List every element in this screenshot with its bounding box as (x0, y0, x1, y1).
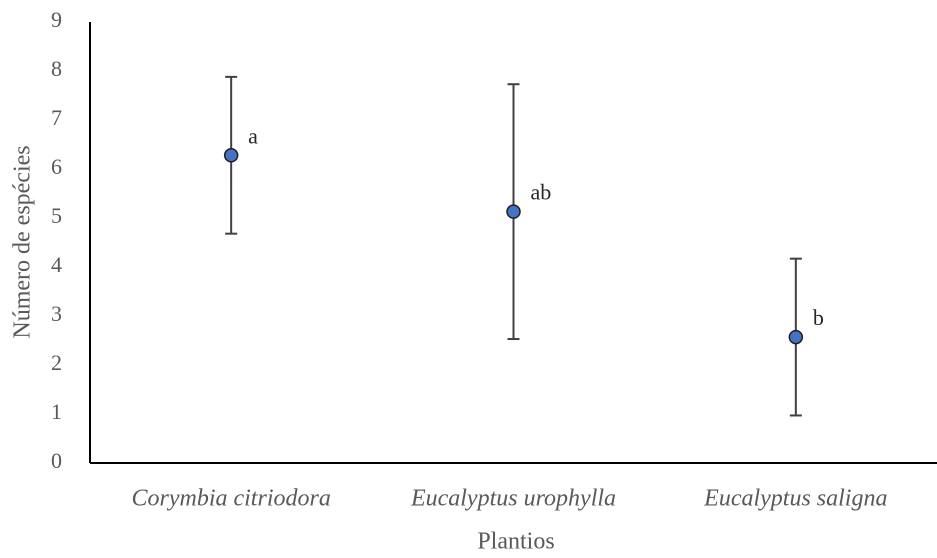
y-tick-label: 6 (51, 154, 62, 179)
y-tick-label: 4 (51, 252, 62, 277)
x-tick-label: Eucalyptus urophylla (410, 486, 616, 512)
y-tick-label: 0 (51, 448, 62, 473)
annotation: ab (531, 180, 552, 205)
marker (506, 204, 521, 219)
marker (223, 148, 239, 163)
marker (788, 329, 804, 345)
x-tick-label: Eucalyptus saligna (703, 486, 887, 512)
y-tick-label: 2 (51, 350, 62, 375)
y-tick-label: 3 (51, 301, 62, 326)
x-tick-label: Corymbia citriodora (131, 486, 330, 512)
y-tick-label: 9 (51, 7, 62, 32)
y-tick-label: 7 (51, 105, 62, 130)
y-axis-label: Número de espécies (10, 145, 36, 338)
y-tick-label: 5 (51, 203, 62, 228)
x-axis-label: Plantios (477, 529, 554, 555)
annotation: b (813, 305, 824, 330)
y-tick-label: 1 (51, 399, 62, 424)
annotation: a (248, 123, 258, 148)
y-tick-label: 8 (51, 56, 62, 81)
